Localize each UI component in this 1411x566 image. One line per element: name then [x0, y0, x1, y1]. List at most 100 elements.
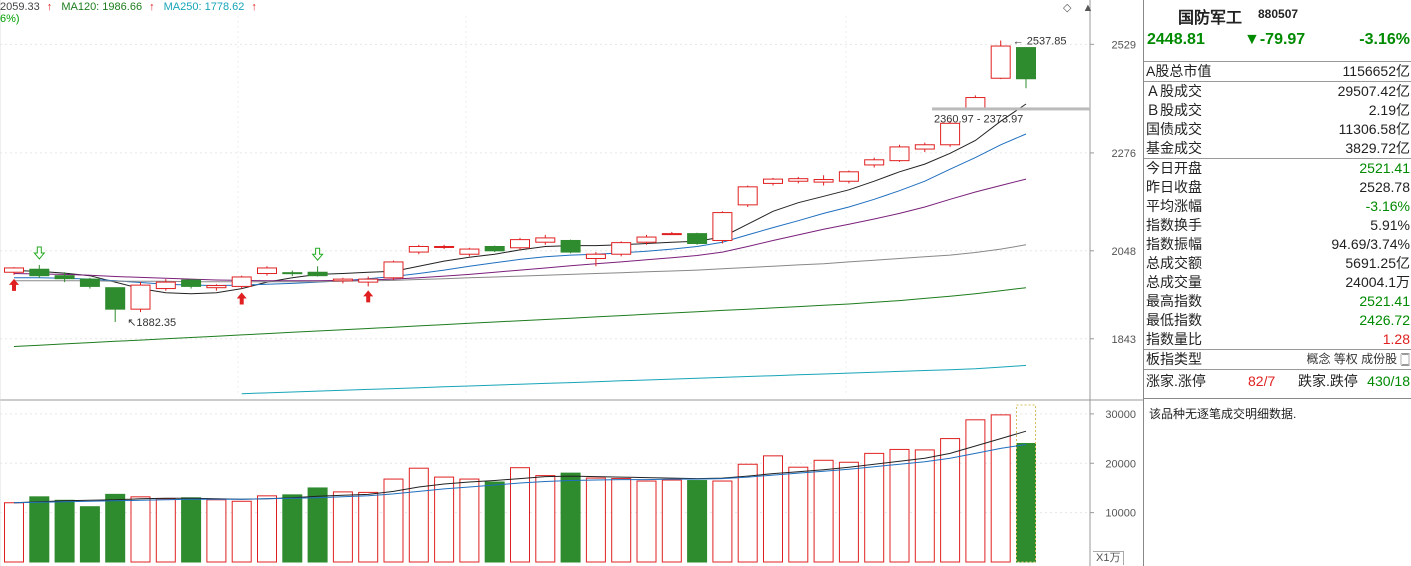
- panel-header: 国防军工 880507: [1144, 0, 1411, 34]
- volume-bar: [510, 467, 530, 563]
- advancers-label: 涨家.涨停: [1146, 373, 1206, 389]
- candle-body: [940, 122, 961, 146]
- volume-bar: [4, 502, 24, 563]
- volume-bar: [940, 438, 961, 563]
- price-change-pct: -3.16%: [1359, 31, 1410, 48]
- candle-body: [307, 271, 328, 277]
- current-volume-highlight: [1016, 404, 1036, 563]
- stat-label: A股总市值: [1146, 63, 1212, 79]
- volume-bar: [585, 477, 606, 563]
- index-code: 880507: [1258, 7, 1299, 21]
- stat-row: 指数量比 1.28: [1144, 330, 1411, 349]
- stat-row: Ｂ股成交 2.19亿: [1144, 101, 1411, 120]
- volume-bar: [434, 476, 455, 563]
- range-marker: [932, 107, 1090, 111]
- sell-arrow-icon: [33, 246, 46, 260]
- volume-bar: [813, 459, 834, 563]
- price-row: 2448.81 ▼-79.97 -3.16%: [1144, 31, 1411, 57]
- sell-arrow-icon: [311, 247, 324, 262]
- low-annotation: ↖1882.35: [127, 317, 176, 329]
- ma-line: [241, 364, 1027, 395]
- stat-label: 最高指数: [1146, 293, 1202, 309]
- high-annotation: ← 2537.85: [1013, 36, 1067, 48]
- stat-value: 5.91%: [1370, 217, 1410, 233]
- volume-bar: [864, 452, 885, 563]
- ma-line: [13, 178, 1027, 282]
- chart-area[interactable]: 1843 2048 2276 2529 10000 20000 30000 ← 2537.85…: [0, 0, 1143, 566]
- stat-label: 基金成交: [1146, 140, 1202, 156]
- volume-bar: [29, 496, 50, 563]
- candle-body: [889, 146, 910, 162]
- stat-label: 今日开盘: [1146, 160, 1202, 176]
- decliners-value: 430/18: [1367, 373, 1410, 389]
- stat-label: 昨日收盘: [1146, 179, 1202, 195]
- candle-body: [535, 237, 556, 243]
- pct-fragment-label: 6%): [0, 13, 20, 25]
- volume-bar: [535, 475, 556, 563]
- diamond-icon[interactable]: ◇: [1063, 2, 1072, 14]
- stat-label: 国债成交: [1146, 121, 1202, 137]
- index-type-value[interactable]: 概念 等权 成份股 🀆: [1306, 352, 1410, 366]
- stat-row: 指数振幅 94.69/3.74%: [1144, 235, 1411, 254]
- candle-body: [4, 267, 24, 273]
- stat-label: 平均涨幅: [1146, 198, 1202, 214]
- stat-label: 指数量比: [1146, 331, 1202, 347]
- volume-bar: [889, 448, 910, 563]
- stat-value: 1156652亿: [1342, 63, 1410, 79]
- volume-unit-label: X1万: [1093, 551, 1125, 565]
- candle-body: [712, 212, 733, 241]
- volume-bar: [130, 496, 151, 563]
- candle-body: [332, 278, 353, 282]
- volume-bar: [611, 478, 632, 563]
- volume-bar: [332, 491, 353, 563]
- candle-body: [838, 171, 859, 182]
- candlestick-chart[interactable]: 1843 2048 2276 2529 10000 20000 30000 ← 2537.85…: [0, 0, 1143, 566]
- no-tick-data-note: 该品种无逐笔成交明细数据.: [1149, 407, 1297, 421]
- range-annotation: 2360.97 - 2373.97: [934, 113, 1023, 125]
- corner-icons: ◇ ▲: [1055, 1, 1093, 14]
- triangle-up-icon[interactable]: ▲: [1082, 2, 1094, 14]
- candle-body: [636, 236, 657, 243]
- buy-arrow-icon: [236, 292, 247, 305]
- decliners-label: 跌家.跌停: [1298, 373, 1358, 389]
- up-arrow-icon: ↑: [46, 1, 53, 13]
- volume-bar: [79, 506, 100, 563]
- candle-body: [1016, 47, 1036, 80]
- volume-bar: [307, 487, 328, 563]
- price-change: ▼-79.97: [1244, 31, 1306, 48]
- stat-row: 指数换手 5.91%: [1144, 216, 1411, 235]
- breadth-row: 涨家.涨停 82/7 跌家.跌停 430/18: [1144, 370, 1411, 392]
- last-price: 2448.81: [1147, 31, 1205, 48]
- quote-panel: 国防军工 880507 2448.81 ▼-79.97 -3.16% A股总市值…: [1143, 0, 1411, 566]
- buy-arrow-icon: [9, 278, 19, 291]
- candle-body: [79, 278, 100, 287]
- stat-value: 2528.78: [1359, 179, 1410, 195]
- candle-body: [560, 239, 581, 253]
- volume-bar: [408, 467, 429, 563]
- volume-tick-label: 20000: [1105, 458, 1136, 470]
- volume-bar: [155, 498, 176, 563]
- candle-body: [763, 178, 783, 184]
- stat-row: 基金成交 3829.72亿: [1144, 139, 1411, 158]
- price-tick-label: 2276: [1112, 148, 1136, 160]
- volume-bar: [965, 419, 986, 563]
- candle-body: [282, 272, 303, 275]
- price-tick-label: 1843: [1112, 334, 1136, 346]
- stat-value: 3829.72亿: [1345, 140, 1410, 156]
- candle-body: [737, 186, 758, 206]
- volume-bar: [358, 491, 379, 563]
- volume-bar: [105, 493, 126, 563]
- volume-bar: [838, 461, 859, 563]
- stat-value: 2426.72: [1359, 312, 1410, 328]
- candle-body: [434, 245, 455, 248]
- candle-body: [788, 178, 809, 182]
- candle-body: [358, 278, 379, 283]
- candle-body: [105, 287, 126, 310]
- stat-row: 最高指数 2521.41: [1144, 292, 1411, 311]
- volume-bar: [181, 497, 202, 563]
- candle-body: [510, 239, 530, 249]
- candle-body: [459, 248, 480, 255]
- stat-value: 11306.58亿: [1338, 121, 1410, 137]
- stat-value: 2521.41: [1359, 160, 1410, 176]
- stat-row: Ａ股成交 29507.42亿: [1144, 82, 1411, 101]
